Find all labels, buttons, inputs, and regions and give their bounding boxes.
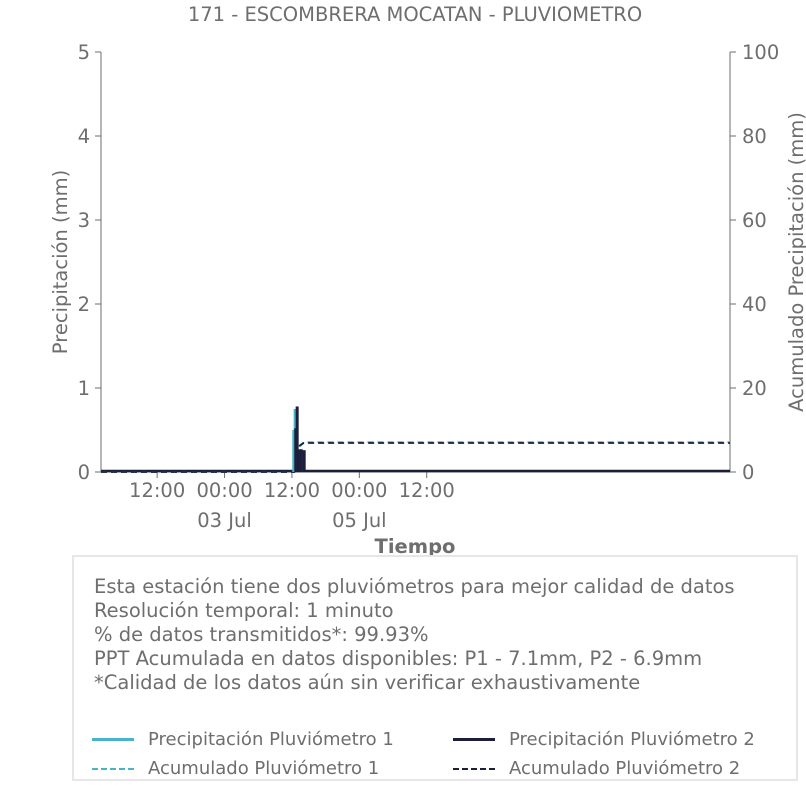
cumulative-line-2 [101, 442, 730, 473]
y-tick-label: 5 [78, 41, 90, 64]
legend-swatch-acum-1 [92, 767, 134, 770]
x-axis-label: Tiempo [375, 535, 456, 558]
chart-axes: 0 1 2 3 4 5 0 20 40 60 80 100 12:00 00:00 03 Jul 12:00 0… [78, 41, 780, 532]
legend-label-acum-1: Acumulado Pluviómetro 1 [148, 758, 380, 779]
info-line-quality: *Calidad de los datos aún sin verificar … [94, 671, 641, 694]
x-tick-label: 00:00 [196, 479, 252, 502]
y2-tick-label: 20 [742, 377, 767, 400]
x-tick-label: 12:00 [129, 479, 185, 502]
legend-item-precip-2: Precipitación Pluviómetro 2 [453, 729, 755, 750]
precip-bar [302, 450, 306, 472]
chart-marks [101, 406, 730, 473]
precipitation-chart: 171 - ESCOMBRERA MOCATAN - PLUVIOMETRO 0… [49, 3, 806, 558]
info-line-resolution: Resolución temporal: 1 minuto [94, 599, 394, 622]
info-text: Esta estación tiene dos pluviómetros par… [94, 575, 735, 695]
y-axis-label: Precipitación (mm) [49, 170, 72, 354]
y2-tick-label: 80 [742, 125, 767, 148]
legend-label-acum-2: Acumulado Pluviómetro 2 [509, 758, 741, 779]
x-tick-date-label: 05 Jul [332, 509, 387, 532]
y-tick-label: 4 [78, 125, 90, 148]
y2-tick-label: 0 [742, 461, 754, 484]
precip-bar [299, 449, 303, 472]
info-line-transmitted: % de datos transmitidos*: 99.93% [94, 623, 429, 646]
y-tick-label: 1 [78, 377, 90, 400]
y2-tick-label: 40 [742, 293, 767, 316]
legend-item-acum-2: Acumulado Pluviómetro 2 [453, 758, 740, 779]
x-tick-label: 12:00 [399, 479, 455, 502]
legend-item-precip-1: Precipitación Pluviómetro 1 [92, 729, 394, 750]
y-tick-label: 3 [78, 209, 90, 232]
legend-label-precip-1: Precipitación Pluviómetro 1 [148, 729, 394, 750]
legend-label-precip-2: Precipitación Pluviómetro 2 [509, 729, 755, 750]
precip-bar [295, 406, 299, 472]
info-line-stations: Esta estación tiene dos pluviómetros par… [94, 575, 735, 598]
y-tick-label: 2 [78, 293, 90, 316]
y2-axis-label: Acumulado Precipitación (mm) [785, 112, 806, 412]
y2-tick-label: 100 [742, 41, 779, 64]
legend-item-acum-1: Acumulado Pluviómetro 1 [92, 758, 379, 779]
info-panel: Esta estación tiene dos pluviómetros par… [72, 555, 798, 781]
cumulative-line-1 [101, 441, 730, 473]
chart-title: 171 - ESCOMBRERA MOCATAN - PLUVIOMETRO [188, 3, 642, 26]
y-tick-label: 0 [78, 461, 90, 484]
y2-tick-label: 60 [742, 209, 767, 232]
x-tick-label: 00:00 [331, 479, 387, 502]
info-line-accumulated: PPT Acumulada en datos disponibles: P1 -… [94, 647, 703, 670]
x-tick-date-label: 03 Jul [197, 509, 252, 532]
x-tick-label: 12:00 [264, 479, 320, 502]
legend-swatch-precip-2 [453, 738, 495, 741]
legend-swatch-precip-1 [92, 738, 134, 741]
legend-swatch-acum-2 [453, 767, 495, 770]
